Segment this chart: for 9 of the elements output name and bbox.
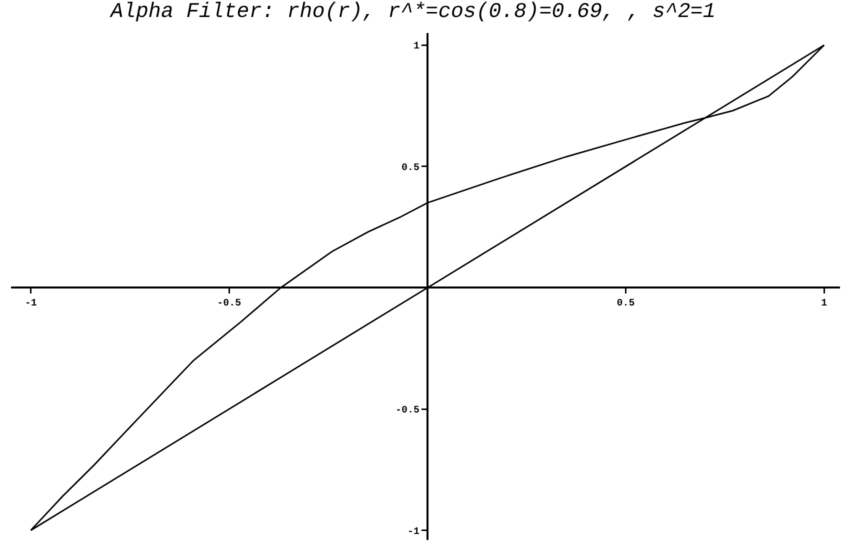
y-tick-label: -1 [407,526,420,538]
y-tick-label: 0.5 [401,162,420,174]
x-tick-label: -1 [24,298,37,310]
x-tick-label: 0.5 [616,298,635,310]
y-tick-label: -0.5 [395,406,420,416]
chart-title: Alpha Filter: rho(r), r^*=cos(0.8)=0.69, , s^2=1 [108,0,716,24]
y-tick-label: 1 [413,42,420,53]
x-tick-label: -0.5 [217,298,242,310]
x-tick-label: 1 [821,298,828,310]
